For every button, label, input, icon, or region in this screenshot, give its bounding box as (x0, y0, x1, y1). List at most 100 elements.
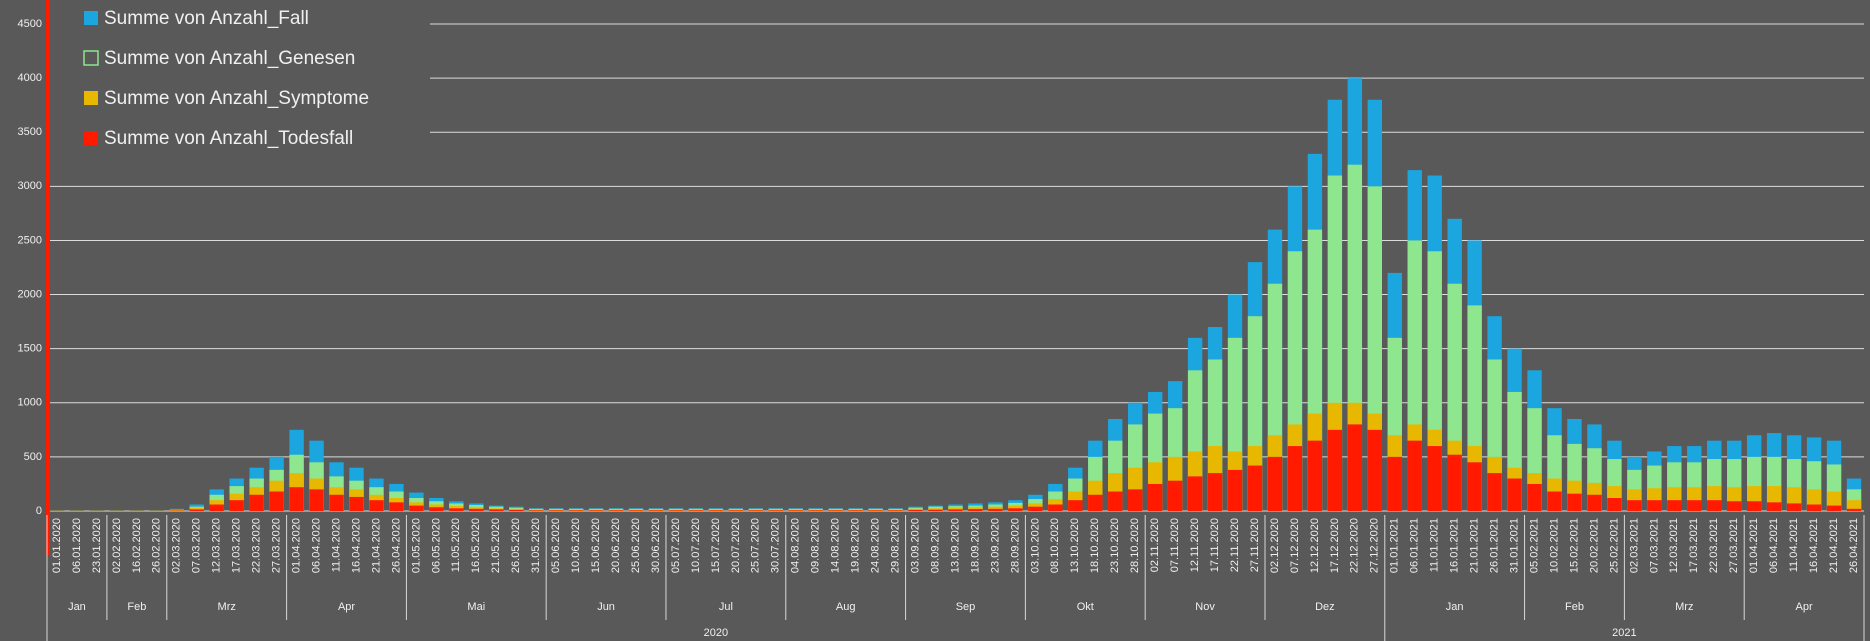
x-tick-label: 08.09.2020 (929, 518, 941, 573)
x-tick-label: 25.06.2020 (630, 518, 642, 573)
x-tick-label: 11.04.2020 (330, 518, 342, 572)
bar (668, 510, 684, 511)
x-tick-label: 13.10.2020 (1069, 518, 1081, 573)
x-tick-label: 08.10.2020 (1049, 518, 1061, 573)
x-tick-label: 06.04.2020 (310, 518, 322, 573)
x-tick-label: 01.01.2021 (1389, 518, 1401, 573)
x-tick-label: 06.01.2021 (1409, 518, 1421, 573)
month-label: Feb (127, 601, 146, 613)
bar (888, 510, 903, 511)
bar (548, 509, 564, 511)
x-tick-label: 05.02.2021 (1528, 518, 1540, 573)
bar (628, 509, 644, 511)
x-tick-label: 24.08.2020 (870, 518, 882, 573)
x-tick-label: 16.02.2020 (131, 518, 143, 573)
x-tick-label: 10.02.2021 (1548, 518, 1560, 573)
bar (489, 509, 504, 511)
bar (1367, 429, 1382, 511)
year-label: 2020 (704, 627, 728, 639)
bar (888, 509, 903, 511)
x-tick-label: 01.05.2020 (410, 518, 422, 573)
month-label: Apr (1796, 601, 1813, 613)
bar (389, 502, 404, 511)
bar (1487, 473, 1502, 511)
bar (928, 509, 943, 511)
bar (229, 500, 244, 511)
x-tick-label: 29.08.2020 (890, 518, 902, 573)
bar (648, 509, 664, 511)
x-tick-label: 26.04.2020 (390, 518, 402, 573)
bar (1826, 505, 1842, 511)
x-tick-label: 07.03.2021 (1648, 518, 1660, 573)
x-tick-label: 12.11.2020 (1189, 518, 1201, 572)
month-label: Mai (467, 601, 485, 613)
bar (1766, 502, 1782, 511)
bar (568, 510, 584, 511)
bar (1687, 500, 1702, 511)
bar (868, 510, 883, 511)
bar (1467, 462, 1482, 511)
bar (728, 509, 744, 511)
x-tick-label: 27.11.2020 (1249, 518, 1261, 572)
x-tick-label: 01.04.2020 (290, 518, 302, 573)
bar (1846, 508, 1862, 511)
month-label: Jan (1446, 601, 1464, 613)
x-tick-label: 21.05.2020 (490, 518, 502, 573)
bar (1786, 503, 1802, 511)
x-tick-label: 20.02.2021 (1588, 518, 1600, 573)
legend-label: Summe von Anzahl_Symptome (104, 88, 369, 109)
bar (329, 494, 344, 511)
bar (708, 510, 724, 511)
bar (1587, 494, 1602, 511)
x-tick-label: 09.08.2020 (810, 518, 822, 573)
x-tick-label: 11.05.2020 (450, 518, 462, 572)
y-tick-label: 3500 (18, 126, 42, 138)
bar (668, 509, 684, 511)
x-tick-label: 02.12.2020 (1269, 518, 1281, 573)
bar (688, 509, 704, 511)
bar (1527, 483, 1542, 511)
bar (1427, 446, 1442, 511)
x-tick-label: 25.02.2021 (1608, 518, 1620, 573)
bar (1667, 500, 1682, 511)
bar (1187, 476, 1203, 511)
legend-label: Summe von Anzahl_Fall (104, 8, 309, 29)
x-tick-label: 26.05.2020 (510, 518, 522, 573)
legend-label: Summe von Anzahl_Todesfall (104, 128, 353, 149)
bar (1387, 456, 1402, 511)
bar (1647, 500, 1662, 511)
bar (1207, 473, 1223, 511)
bar (1507, 478, 1522, 511)
x-tick-label: 23.10.2020 (1109, 518, 1121, 573)
month-label: Aug (836, 601, 856, 613)
x-tick-label: 13.09.2020 (949, 518, 961, 573)
bar (1008, 508, 1023, 511)
x-tick-label: 31.01.2021 (1508, 518, 1520, 573)
bar (748, 510, 764, 511)
x-tick-label: 02.03.2020 (171, 518, 183, 573)
bar (1347, 424, 1363, 511)
x-tick-label: 05.07.2020 (670, 518, 682, 573)
x-tick-label: 16.04.2021 (1808, 518, 1820, 573)
bar (189, 509, 204, 511)
bar (1147, 483, 1163, 511)
bar (1547, 491, 1562, 511)
month-label: Mrz (1675, 601, 1693, 613)
x-tick-label: 11.04.2021 (1788, 518, 1800, 572)
bar (768, 510, 783, 511)
y-tick-label: 2000 (18, 288, 42, 300)
x-tick-label: 17.12.2020 (1329, 518, 1341, 573)
x-tick-label: 03.10.2020 (1029, 518, 1041, 573)
bar (189, 507, 204, 511)
bar (1607, 498, 1622, 511)
bar (349, 496, 364, 511)
bar (529, 510, 544, 511)
x-tick-label: 20.06.2020 (610, 518, 622, 573)
x-tick-label: 26.01.2021 (1489, 518, 1501, 573)
bar (1267, 456, 1283, 511)
bar (628, 510, 644, 511)
bar (1028, 506, 1043, 511)
x-tick-label: 01.04.2021 (1748, 518, 1760, 573)
bar (1247, 465, 1263, 511)
